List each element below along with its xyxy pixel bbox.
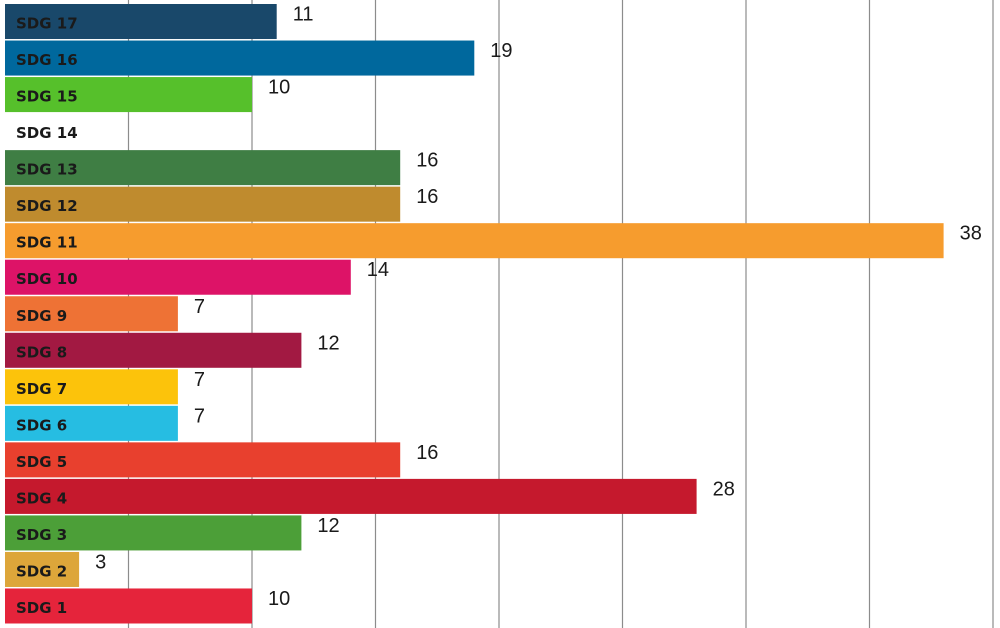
value-label: 7: [194, 369, 205, 391]
category-label: SDG 4: [16, 489, 67, 507]
bar-sdg-7: [5, 369, 178, 405]
category-label: SDG 16: [16, 51, 78, 69]
value-label: 16: [416, 442, 438, 464]
bar-sdg-17: [5, 4, 277, 40]
bar-sdg-13: [5, 150, 401, 186]
value-label-group: 10 3 12 28 16 7 7 12 7 14 38 16 16 10 19 11: [95, 4, 982, 610]
category-label: SDG 8: [16, 343, 67, 361]
category-label: SDG 10: [16, 270, 78, 288]
category-label: SDG 11: [16, 234, 78, 252]
category-label: SDG 6: [16, 416, 67, 434]
category-label: SDG 2: [16, 562, 67, 580]
bar-sdg-15: [5, 77, 252, 113]
category-label: SDG 7: [16, 380, 67, 398]
value-label: 12: [317, 515, 339, 537]
bar-sdg-11: [5, 223, 944, 259]
value-label: 16: [416, 186, 438, 208]
category-label: SDG 9: [16, 307, 67, 325]
bar-sdg-12: [5, 186, 401, 222]
value-label: 10: [268, 588, 290, 610]
category-label-group: SDG 1 SDG 2 SDG 3 SDG 4 SDG 5 SDG 6 SDG 7 SDG 8…: [16, 15, 78, 617]
category-label: SDG 13: [16, 161, 78, 179]
value-label: 38: [960, 223, 982, 245]
category-label: SDG 17: [16, 15, 78, 33]
category-label: SDG 1: [16, 599, 67, 617]
category-label: SDG 15: [16, 88, 78, 106]
value-label: 12: [317, 332, 339, 354]
bar-sdg-1: [5, 588, 252, 624]
bar-sdg-3: [5, 515, 302, 551]
bar-sdg-4: [5, 478, 697, 514]
value-label: 3: [95, 551, 106, 573]
value-label: 7: [194, 405, 205, 427]
bar-sdg-6: [5, 405, 178, 441]
value-label: 28: [713, 478, 735, 500]
category-label: SDG 12: [16, 197, 78, 215]
value-label: 16: [416, 150, 438, 172]
category-label: SDG 3: [16, 526, 67, 544]
value-label: 10: [268, 77, 290, 99]
value-label: 11: [293, 4, 314, 26]
bar-sdg-8: [5, 332, 302, 368]
bar-sdg-5: [5, 442, 401, 478]
value-label: 14: [367, 259, 389, 281]
category-label: SDG 5: [16, 453, 67, 471]
bar-sdg-9: [5, 296, 178, 332]
bar-sdg-16: [5, 40, 475, 76]
bar-sdg-10: [5, 259, 351, 295]
bar-sdg-2: [5, 551, 80, 587]
value-label: 19: [490, 40, 512, 62]
category-label: SDG 14: [16, 124, 78, 142]
value-label: 7: [194, 296, 205, 318]
bar-group: [5, 4, 944, 624]
